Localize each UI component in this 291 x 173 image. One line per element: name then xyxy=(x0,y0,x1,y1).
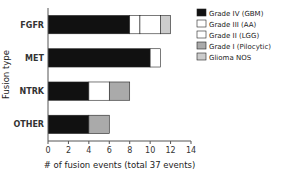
bar-segment xyxy=(109,82,129,100)
x-tick-label: 10 xyxy=(145,146,155,155)
x-tick-label: 0 xyxy=(45,146,50,155)
legend-label: Grade I (Pilocytic) xyxy=(209,43,271,51)
x-axis: 0 2 4 6 8 10 12 14 xyxy=(45,141,196,155)
x-axis-line xyxy=(48,141,191,142)
x-tick-label: 2 xyxy=(66,146,71,155)
bar-segment xyxy=(160,49,161,67)
legend-swatch xyxy=(197,42,206,49)
bar-segment xyxy=(89,115,109,133)
legend-swatch xyxy=(197,20,206,27)
y-tick-label: OTHER xyxy=(13,120,44,129)
x-tick-label: 4 xyxy=(86,146,91,155)
x-tick-label: 6 xyxy=(107,146,112,155)
bar-segment xyxy=(89,82,109,100)
bars xyxy=(48,15,171,133)
y-tick-label: FGFR xyxy=(20,21,44,30)
bar-segment xyxy=(109,115,110,133)
legend-label: Grade IV (GBM) xyxy=(209,10,264,18)
bar-segment xyxy=(140,15,160,33)
bar-segment xyxy=(48,82,89,100)
bar-segment xyxy=(160,15,170,33)
bar-segment xyxy=(48,115,89,133)
bar-segment xyxy=(129,82,130,100)
bar-segment xyxy=(150,49,160,67)
bar-segment xyxy=(48,49,150,67)
legend: Grade IV (GBM) Grade III (AA) Grade II (LG… xyxy=(197,9,271,62)
legend-swatch xyxy=(197,9,206,16)
y-axis-title: Fusion type xyxy=(1,50,11,99)
legend-swatch xyxy=(197,31,206,38)
x-tick-label: 8 xyxy=(127,146,132,155)
y-tick-label: MET xyxy=(25,54,44,63)
x-axis-title: # of fusion events (total 37 events) xyxy=(44,160,195,170)
x-tick-label: 12 xyxy=(165,146,175,155)
y-tick-label: NTRK xyxy=(19,87,44,96)
legend-label: Glioma NOS xyxy=(209,54,252,62)
bar-segment xyxy=(130,15,140,33)
y-axis: FGFR MET NTRK OTHER xyxy=(13,21,44,130)
legend-swatch xyxy=(197,53,206,60)
y-axis-line xyxy=(48,8,49,141)
x-tick-label: 14 xyxy=(186,146,196,155)
chart: 0 2 4 6 8 10 12 14 FGFR MET NTRK OTHER # of fusion e… xyxy=(0,0,291,173)
bar-segment xyxy=(160,49,161,67)
legend-label: Grade II (LGG) xyxy=(209,32,259,40)
bar-segment xyxy=(160,49,161,67)
bar-segment xyxy=(48,15,130,33)
legend-label: Grade III (AA) xyxy=(209,21,256,29)
